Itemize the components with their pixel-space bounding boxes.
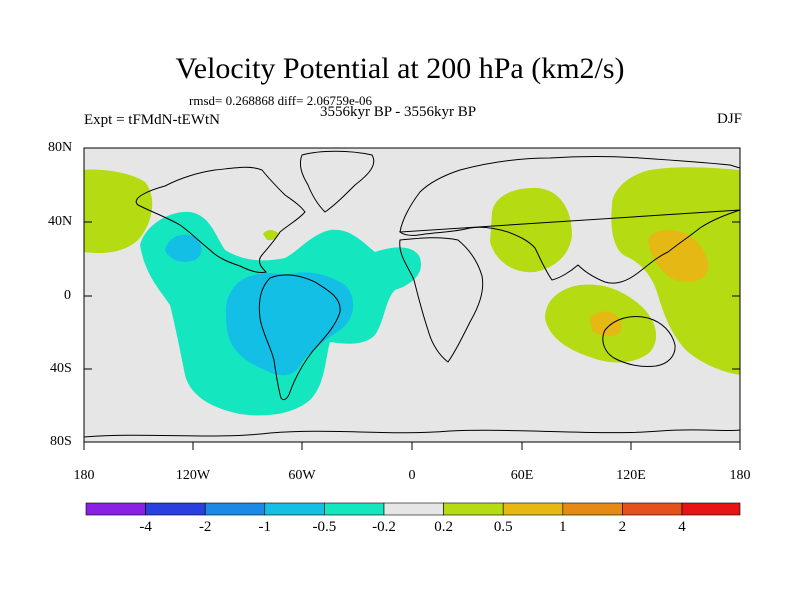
coastline-north-america (135, 166, 306, 273)
velocity-potential-positive-region-asia (490, 187, 572, 273)
velocity-potential-positive-region-small (263, 230, 279, 241)
velocity-potential-negative-core-north (165, 234, 202, 262)
velocity-potential-negative-core (225, 272, 354, 376)
colorbar-label: 2 (618, 519, 627, 535)
colorbar-label: 4 (678, 519, 686, 535)
colorbar-label: 1 (559, 519, 567, 535)
lon-label-120e: 120E (616, 468, 646, 483)
lon-ticks (83, 442, 741, 450)
lat-label-80n: 80N (48, 140, 73, 155)
coastline-australia (602, 316, 676, 367)
season-label: DJF (716, 111, 742, 127)
lat-label-0: 0 (64, 288, 71, 303)
colorbar-swatch-8 (502, 502, 564, 516)
coastline-antarctica (83, 429, 741, 438)
lon-label-180w: 180 (73, 468, 95, 483)
lon-label-120w: 120W (175, 468, 211, 483)
experiment-label: Expt = tFMdN-tEWtN (84, 112, 220, 128)
colorbar-label: -0.2 (372, 519, 396, 535)
lat-ticks (84, 147, 740, 443)
velocity-potential-positive-core-indian-ocean (590, 311, 622, 337)
velocity-potential-positive-region-pacific-west (84, 169, 153, 254)
period-label: 3556kyr BP - 3556kyr BP (320, 104, 477, 120)
coastline-africa (399, 237, 484, 363)
stats-label: rmsd= 0.268868 diff= 2.06759e-06 (189, 93, 373, 108)
lat-label-40s: 40S (50, 361, 72, 376)
colorbar-swatch-2 (145, 502, 206, 516)
lon-label-60e: 60E (510, 468, 534, 483)
colorbar-swatch-6 (383, 502, 444, 516)
colorbar (85, 502, 741, 516)
lat-label-80s: 80S (50, 434, 72, 449)
colorbar-label: -4 (139, 519, 152, 535)
page-title: Velocity Potential at 200 hPa (km2/s) (175, 52, 625, 85)
lat-label-40n: 40N (48, 214, 73, 229)
lon-label-60w: 60W (288, 468, 316, 483)
colorbar-swatch-7 (443, 502, 504, 516)
coastline-greenland (299, 150, 375, 213)
colorbar-swatch-1 (85, 502, 146, 516)
lon-label-0: 0 (408, 468, 416, 483)
colorbar-label: 0.2 (434, 519, 453, 535)
colorbar-swatch-5 (324, 502, 385, 516)
coastlines (83, 150, 741, 438)
coastline-south-america (258, 274, 341, 401)
colorbar-swatch-11 (681, 502, 741, 516)
coastline-eurasia (398, 156, 741, 284)
colorbar-label: -1 (258, 519, 272, 535)
colorbar-swatch-3 (204, 502, 266, 516)
colorbar-swatch-10 (622, 502, 683, 516)
velocity-potential-positive-core-west-pacific (648, 230, 709, 282)
colorbar-label: -2 (198, 519, 212, 535)
colorbar-swatch-4 (264, 502, 325, 516)
colorbar-swatch-9 (562, 502, 623, 516)
colorbar-label: 0.5 (493, 519, 513, 535)
colorbar-label: -0.5 (312, 519, 337, 535)
lon-label-180e: 180 (729, 468, 751, 483)
